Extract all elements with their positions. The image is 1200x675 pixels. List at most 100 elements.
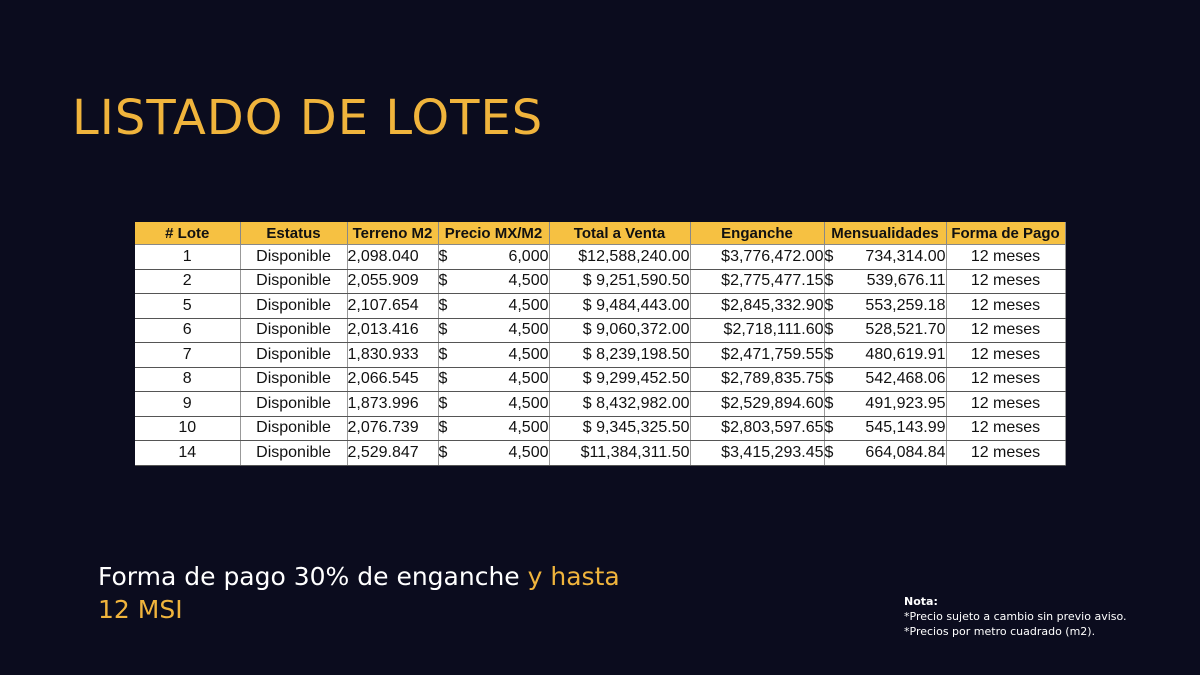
cell-enganche: $2,845,332.90: [690, 293, 825, 319]
cell-mens-symbol: $: [824, 419, 834, 437]
nota-line-2: *Precios por metro cuadrado (m2).: [904, 625, 1096, 638]
cell-forma-pago: 12 meses: [946, 244, 1066, 270]
cell-lote: 6: [135, 318, 241, 343]
cell-mensualidades: $664,084.84: [824, 440, 947, 466]
table-row: 14 Disponible 2,529.847 $4,500 $11,384,311.5…: [135, 440, 1066, 466]
cell-precio-symbol: $: [438, 394, 448, 412]
table-row: 8 Disponible 2,066.545 $4,500 $ 9,299,452.50…: [135, 367, 1066, 392]
cell-mensualidades: $545,143.99: [824, 416, 947, 441]
header-enganche: Enganche: [690, 222, 825, 245]
cell-enganche: $2,789,835.75: [690, 367, 825, 392]
cell-enganche: $2,529,894.60: [690, 391, 825, 417]
cell-mens-symbol: $: [824, 272, 834, 290]
page-title: LISTADO DE LOTES: [72, 90, 544, 146]
nota-block: Nota: *Precio sujeto a cambio sin previo…: [904, 594, 1127, 639]
cell-terreno: 2,066.545: [347, 367, 439, 392]
cell-estatus: Disponible: [240, 416, 348, 441]
cell-precio-symbol: $: [438, 321, 448, 339]
cell-mens-symbol: $: [824, 370, 834, 388]
cell-mensualidades: $491,923.95: [824, 391, 947, 417]
cell-mens-amount: 542,468.06: [865, 370, 946, 388]
cell-precio: $4,500: [438, 416, 550, 441]
cell-precio: $4,500: [438, 318, 550, 343]
cell-estatus: Disponible: [240, 293, 348, 319]
cell-mens-amount: 539,676.11: [866, 272, 946, 290]
cell-enganche: $3,415,293.45: [690, 440, 825, 466]
payment-terms: Forma de pago 30% de enganche y hasta 12…: [98, 560, 658, 626]
header-total: Total a Venta: [549, 222, 691, 245]
cell-precio: $4,500: [438, 391, 550, 417]
cell-mens-amount: 734,314.00: [865, 247, 946, 265]
cell-precio-symbol: $: [438, 345, 448, 363]
cell-forma-pago: 12 meses: [946, 293, 1066, 319]
cell-terreno: 2,055.909: [347, 269, 439, 294]
cell-precio-amount: 4,500: [508, 370, 549, 388]
cell-mensualidades: $539,676.11: [824, 269, 947, 294]
cell-mensualidades: $528,521.70: [824, 318, 947, 343]
header-terreno: Terreno M2: [347, 222, 439, 245]
table-row: 7 Disponible 1,830.933 $4,500 $ 8,239,198.50…: [135, 342, 1066, 368]
cell-terreno: 2,529.847: [347, 440, 439, 466]
cell-precio: $4,500: [438, 367, 550, 392]
cell-precio-symbol: $: [438, 296, 448, 314]
cell-enganche: $2,471,759.55: [690, 342, 825, 368]
cell-mens-amount: 491,923.95: [865, 394, 946, 412]
cell-estatus: Disponible: [240, 244, 348, 270]
cell-total: $ 9,251,590.50: [549, 269, 691, 294]
cell-mens-symbol: $: [824, 394, 834, 412]
cell-forma-pago: 12 meses: [946, 367, 1066, 392]
cell-lote: 8: [135, 367, 241, 392]
cell-terreno: 2,076.739: [347, 416, 439, 441]
cell-precio-amount: 4,500: [508, 443, 549, 461]
cell-precio-amount: 6,000: [508, 247, 549, 265]
cell-lote: 14: [135, 440, 241, 466]
cell-lote: 2: [135, 269, 241, 294]
cell-estatus: Disponible: [240, 342, 348, 368]
cell-forma-pago: 12 meses: [946, 269, 1066, 294]
cell-terreno: 1,830.933: [347, 342, 439, 368]
cell-forma-pago: 12 meses: [946, 391, 1066, 417]
cell-lote: 10: [135, 416, 241, 441]
table-row: 2 Disponible 2,055.909 $4,500 $ 9,251,590.50…: [135, 269, 1066, 294]
table-row: 1 Disponible 2,098.040 $6,000 $12,588,240.00…: [135, 244, 1066, 270]
cell-precio-amount: 4,500: [508, 419, 549, 437]
header-precio: Precio MX/M2: [438, 222, 550, 245]
cell-forma-pago: 12 meses: [946, 416, 1066, 441]
cell-total: $12,588,240.00: [549, 244, 691, 270]
cell-mensualidades: $480,619.91: [824, 342, 947, 368]
cell-lote: 1: [135, 244, 241, 270]
cell-forma-pago: 12 meses: [946, 440, 1066, 466]
cell-precio: $6,000: [438, 244, 550, 270]
cell-precio-symbol: $: [438, 247, 448, 265]
cell-mens-amount: 664,084.84: [865, 443, 946, 461]
cell-total: $11,384,311.50: [549, 440, 691, 466]
cell-precio-symbol: $: [438, 443, 448, 461]
header-lote: # Lote: [135, 222, 241, 245]
cell-estatus: Disponible: [240, 391, 348, 417]
cell-mens-amount: 528,521.70: [865, 321, 946, 339]
table-row: 5 Disponible 2,107.654 $4,500 $ 9,484,443.00…: [135, 293, 1066, 319]
cell-enganche: $2,718,111.60: [690, 318, 825, 343]
nota-line-1: *Precio sujeto a cambio sin previo aviso…: [904, 610, 1127, 623]
nota-title: Nota:: [904, 595, 938, 608]
header-estatus: Estatus: [240, 222, 348, 245]
cell-mens-amount: 480,619.91: [865, 345, 946, 363]
payment-terms-main: Forma de pago 30% de enganche: [98, 562, 528, 591]
cell-lote: 7: [135, 342, 241, 368]
cell-precio-symbol: $: [438, 419, 448, 437]
lotes-table: # Lote Estatus Terreno M2 Precio MX/M2 T…: [135, 222, 1066, 466]
cell-forma-pago: 12 meses: [946, 318, 1066, 343]
table-row: 6 Disponible 2,013.416 $4,500 $ 9,060,372.00…: [135, 318, 1066, 343]
cell-terreno: 1,873.996: [347, 391, 439, 417]
cell-forma-pago: 12 meses: [946, 342, 1066, 368]
table-row: 10 Disponible 2,076.739 $4,500 $ 9,345,325.5…: [135, 416, 1066, 441]
cell-precio-symbol: $: [438, 370, 448, 388]
cell-precio: $4,500: [438, 342, 550, 368]
header-forma-pago: Forma de Pago: [946, 222, 1066, 245]
cell-precio-amount: 4,500: [508, 296, 549, 314]
cell-precio-symbol: $: [438, 272, 448, 290]
cell-lote: 5: [135, 293, 241, 319]
cell-total: $ 9,060,372.00: [549, 318, 691, 343]
cell-mens-amount: 553,259.18: [865, 296, 946, 314]
cell-precio: $4,500: [438, 269, 550, 294]
